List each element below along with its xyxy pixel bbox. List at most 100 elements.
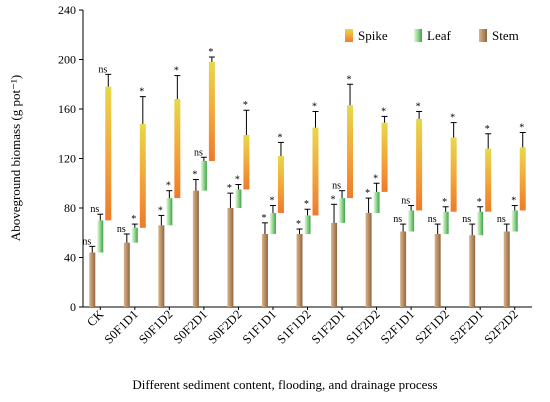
bar-leaf xyxy=(408,210,415,232)
significance-label: * xyxy=(304,199,309,210)
significance-label: * xyxy=(442,197,447,208)
x-tick-label: S1F2D2 xyxy=(343,307,382,346)
bar-spike xyxy=(312,127,319,216)
significance-label: * xyxy=(277,132,282,143)
bar-spike xyxy=(450,137,457,212)
significance-label: ns xyxy=(90,204,99,215)
legend-label-leaf: Leaf xyxy=(427,28,451,43)
significance-label: * xyxy=(208,47,213,58)
significance-label: * xyxy=(139,87,144,98)
bar-leaf xyxy=(339,198,346,223)
significance-label: * xyxy=(519,123,524,134)
significance-label: ns xyxy=(332,181,341,192)
bar-stem xyxy=(365,212,372,307)
bar-spike xyxy=(139,123,146,228)
significance-label: ns xyxy=(428,214,437,225)
significance-label: * xyxy=(166,181,171,192)
legend-label-stem: Stem xyxy=(492,28,519,43)
legend-swatch-spike xyxy=(345,29,353,42)
significance-label: ns xyxy=(117,224,126,235)
x-tick-label: S0F1D2 xyxy=(136,307,175,346)
bar-leaf xyxy=(442,211,449,234)
bar-leaf xyxy=(166,198,173,226)
bar-stem xyxy=(400,231,407,307)
significance-label: * xyxy=(235,174,240,185)
significance-label: * xyxy=(192,170,197,181)
bar-spike xyxy=(347,105,354,199)
bar-spike xyxy=(485,148,492,212)
significance-label: * xyxy=(131,214,136,225)
x-tick-label: S1F1D1 xyxy=(240,307,279,346)
bar-stem xyxy=(192,190,199,307)
significance-label: * xyxy=(511,196,516,207)
bar-stem xyxy=(123,242,130,307)
significance-label: * xyxy=(243,100,248,111)
significance-label: * xyxy=(158,205,163,216)
bar-stem xyxy=(434,233,441,307)
bar-stem xyxy=(296,233,303,307)
significance-label: ns xyxy=(497,214,506,225)
legend: Spike Leaf Stem xyxy=(345,28,519,43)
bar-leaf xyxy=(511,210,518,232)
significance-label: * xyxy=(381,106,386,117)
x-tick-label: S1F2D1 xyxy=(309,307,348,346)
significance-label: * xyxy=(296,219,301,230)
legend-swatch-stem xyxy=(479,29,487,42)
bar-spike xyxy=(519,147,526,211)
significance-label: * xyxy=(485,124,490,135)
bar-spike xyxy=(105,86,112,221)
bar-stem xyxy=(158,225,165,307)
significance-label: ns xyxy=(393,214,402,225)
significance-label: * xyxy=(261,213,266,224)
significance-label: * xyxy=(450,113,455,124)
y-tick-label: 0 xyxy=(70,300,76,314)
significance-label: * xyxy=(477,197,482,208)
bars-group xyxy=(89,61,526,307)
bar-stem xyxy=(89,252,96,307)
bar-leaf xyxy=(235,189,242,208)
bar-leaf xyxy=(97,220,104,253)
bar-leaf xyxy=(200,160,207,191)
bar-spike xyxy=(416,118,423,211)
bar-spike xyxy=(243,134,250,190)
bar-stem xyxy=(331,222,338,307)
bar-spike xyxy=(277,156,284,213)
x-tick-label: CK xyxy=(84,307,106,329)
bar-leaf xyxy=(304,215,311,234)
bar-stem xyxy=(503,231,510,307)
x-axis-category-labels: CKS0F1D1S0F1D2S0F2D1S0F2D2S1F1D1S1F1D2S1… xyxy=(84,307,521,347)
significance-label: * xyxy=(227,183,232,194)
y-tick-label: 80 xyxy=(64,201,76,215)
legend-swatch-leaf xyxy=(414,29,422,42)
significance-label: * xyxy=(416,101,421,112)
y-tick-label: 120 xyxy=(58,152,76,166)
significance-label: * xyxy=(365,188,370,199)
bar-leaf xyxy=(269,212,276,234)
x-tick-label: S2F1D1 xyxy=(378,307,417,346)
x-tick-label: S0F2D2 xyxy=(205,307,244,346)
bar-stem xyxy=(469,235,476,307)
bar-leaf xyxy=(477,211,484,236)
x-tick-label: S2F2D1 xyxy=(447,307,486,346)
x-axis-label: Different sediment content, flooding, an… xyxy=(132,377,437,392)
y-tick-label: 40 xyxy=(64,251,76,265)
x-tick-label: S2F2D2 xyxy=(481,307,520,346)
significance-label: * xyxy=(312,101,317,112)
x-tick-label: S1F1D2 xyxy=(274,307,313,346)
bar-spike xyxy=(208,61,215,161)
y-tick-label: 200 xyxy=(58,53,76,67)
x-tick-label: S0F2D1 xyxy=(171,307,210,346)
bar-leaf xyxy=(373,191,380,213)
significance-label: * xyxy=(331,194,336,205)
significance-label: ns xyxy=(194,147,203,158)
significance-labels: nsnsnsns******ns***********ns****nsns*ns… xyxy=(82,47,524,247)
bar-stem xyxy=(227,208,234,307)
significance-label: ns xyxy=(401,196,410,207)
significance-label: ns xyxy=(98,64,107,75)
significance-label: * xyxy=(174,66,179,77)
bar-leaf xyxy=(131,227,138,243)
bar-stem xyxy=(261,233,268,307)
y-axis-label: Aboveground biomass (g pot⁻¹) xyxy=(8,75,23,241)
significance-label: ns xyxy=(462,214,471,225)
